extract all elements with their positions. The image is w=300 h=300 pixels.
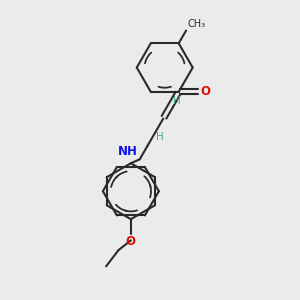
Text: NH: NH (118, 145, 138, 158)
Text: CH₃: CH₃ (187, 19, 206, 29)
Text: H: H (173, 96, 181, 106)
Text: H: H (156, 132, 164, 142)
Text: O: O (126, 235, 136, 248)
Text: O: O (200, 85, 211, 98)
